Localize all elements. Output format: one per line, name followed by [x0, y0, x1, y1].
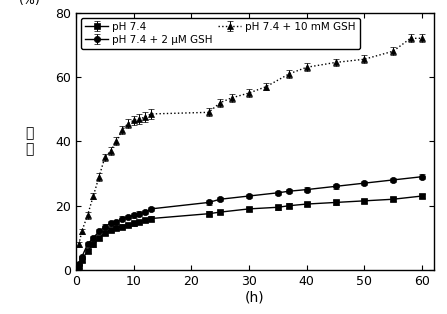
Text: 释
放: 释 放	[25, 126, 34, 156]
X-axis label: (h): (h)	[245, 291, 265, 305]
Text: (%): (%)	[19, 0, 40, 8]
Legend: pH 7.4, pH 7.4 + 2 μM GSH, pH 7.4 + 10 mM GSH: pH 7.4, pH 7.4 + 2 μM GSH, pH 7.4 + 10 m…	[81, 18, 360, 49]
